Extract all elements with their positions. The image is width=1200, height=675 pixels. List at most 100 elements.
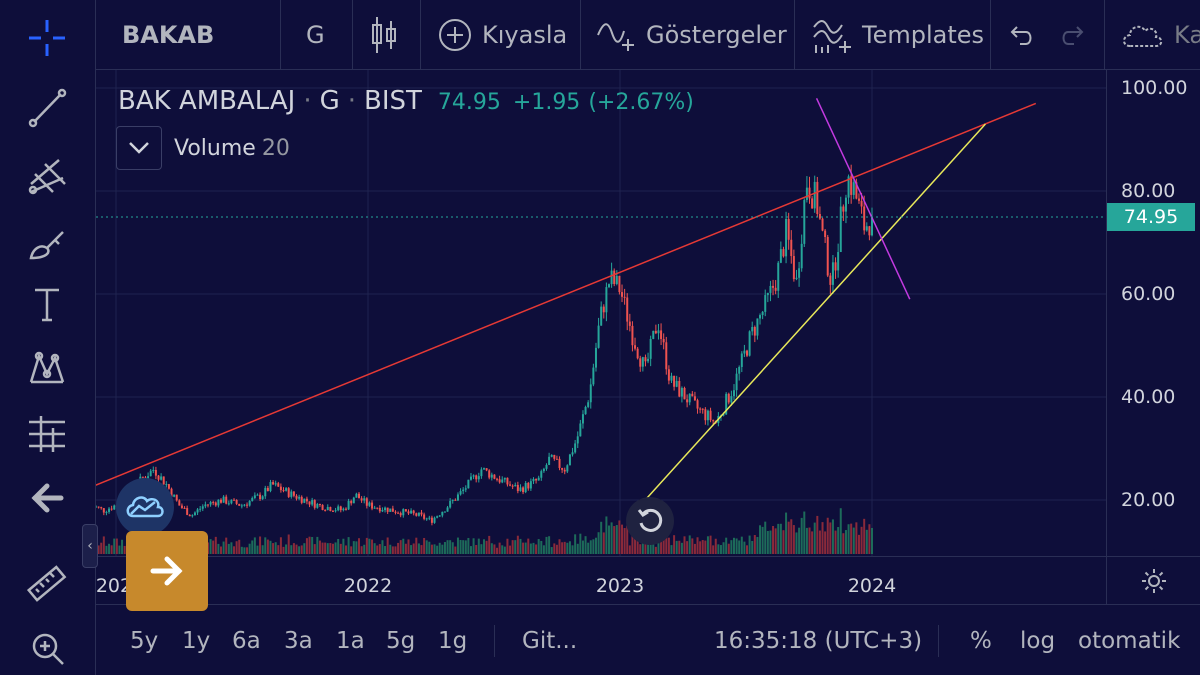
candle-body — [384, 507, 387, 511]
candle-body — [477, 476, 480, 480]
price-chart[interactable] — [96, 70, 1106, 556]
volume-bar — [227, 543, 230, 554]
volume-bar — [615, 525, 618, 554]
volume-bar — [657, 539, 660, 554]
volume-bar — [501, 545, 504, 554]
clock-timezone[interactable]: 16:35:18 (UTC+3) — [714, 627, 923, 654]
candle-body — [462, 489, 465, 492]
range-5g[interactable]: 5g — [386, 627, 416, 654]
volume-bar — [857, 534, 860, 554]
volume-bar — [121, 539, 124, 554]
candle-body — [615, 275, 618, 284]
time-axis[interactable]: 2021 2022 2023 2024 — [96, 556, 1106, 604]
candle-body — [519, 487, 522, 492]
volume-bar — [693, 543, 696, 554]
candle-body — [688, 393, 691, 403]
pitchfork-tool[interactable] — [18, 150, 76, 202]
candle-body — [331, 510, 334, 512]
cloud-save-button[interactable]: Ka — [1120, 0, 1200, 70]
volume-bar — [308, 536, 311, 554]
range-1y[interactable]: 1y — [182, 627, 211, 654]
volume-bar — [740, 536, 743, 554]
cloud-sync-badge[interactable] — [116, 478, 174, 536]
volume-bar — [761, 526, 764, 554]
volume-bar — [850, 523, 853, 554]
back-tool[interactable] — [18, 472, 76, 524]
candle-body — [389, 508, 392, 512]
volume-bar — [433, 544, 436, 554]
volume-bar — [339, 543, 342, 554]
chart-settings-button[interactable] — [1106, 556, 1200, 604]
price-axis[interactable]: 100.00 80.00 60.00 40.00 20.00 74.95 — [1106, 70, 1200, 556]
candle-body — [378, 507, 381, 512]
goto-date-button[interactable]: Git... — [522, 627, 578, 654]
candle-body — [647, 358, 650, 362]
volume-bar — [818, 530, 821, 554]
candle-body — [233, 499, 236, 501]
volume-bar — [787, 521, 790, 554]
indicators-button[interactable]: Göstergeler — [596, 0, 787, 70]
chart-type-button[interactable] — [368, 0, 410, 70]
range-1g[interactable]: 1g — [438, 627, 468, 654]
symbol-search-button[interactable]: BAKAB — [122, 0, 214, 70]
range-1a[interactable]: 1a — [336, 627, 365, 654]
ruler-tool[interactable] — [18, 558, 76, 610]
volume-bar — [730, 540, 733, 554]
candle-body — [602, 306, 605, 313]
toolbar-collapse-handle[interactable]: ‹ — [82, 524, 98, 568]
candle-body — [693, 396, 696, 401]
forward-arrow-button[interactable] — [126, 531, 208, 611]
candle-body — [287, 488, 290, 497]
candle-body — [631, 325, 634, 346]
chart-pane[interactable] — [96, 70, 1106, 556]
reset-chart-button[interactable] — [626, 497, 674, 545]
percent-scale-button[interactable]: % — [970, 627, 992, 654]
prediction-tool[interactable] — [18, 408, 76, 460]
candle-body — [360, 498, 363, 501]
crosshair-tool[interactable] — [18, 12, 76, 64]
candle-body — [113, 505, 116, 510]
volume-bar — [493, 544, 496, 554]
legend-interval: G — [319, 86, 340, 116]
candle-body — [553, 454, 556, 459]
range-6a[interactable]: 6a — [232, 627, 261, 654]
legend-collapse-button[interactable] — [116, 126, 162, 170]
range-5y[interactable]: 5y — [130, 627, 159, 654]
pattern-tool[interactable] — [18, 342, 76, 394]
volume-bar — [290, 545, 293, 554]
bottom-bar: 5y 1y 6a 3a 1a 5g 1g Git... 16:35:18 (UT… — [96, 604, 1200, 675]
templates-button[interactable]: Templates — [812, 0, 984, 70]
volume-bar — [384, 546, 387, 554]
range-3a[interactable]: 3a — [284, 627, 313, 654]
volume-bar — [712, 545, 715, 554]
candle-body — [199, 508, 202, 510]
compare-label: Kıyasla — [482, 21, 568, 49]
compare-button[interactable]: Kıyasla — [438, 0, 567, 70]
candle-body — [230, 499, 233, 504]
log-scale-button[interactable]: log — [1020, 627, 1056, 654]
volume-indicator-label[interactable]: Volume — [174, 135, 256, 161]
crosshair-icon — [29, 20, 65, 56]
volume-bar — [477, 538, 480, 554]
undo-button[interactable] — [1008, 0, 1046, 70]
interval-button[interactable]: G — [306, 0, 325, 70]
trend-line-tool[interactable] — [18, 82, 76, 134]
auto-scale-button[interactable]: otomatik — [1078, 627, 1181, 654]
brush-tool[interactable] — [18, 218, 76, 270]
volume-bar — [235, 541, 238, 554]
candles-icon — [372, 17, 396, 53]
candle-body — [831, 262, 834, 285]
zoom-tool[interactable] — [18, 622, 76, 674]
volume-bar — [550, 547, 553, 554]
redo-button[interactable] — [1058, 0, 1096, 70]
volume-bar — [102, 536, 105, 554]
undo-icon — [1010, 26, 1032, 45]
text-tool[interactable] — [18, 278, 76, 330]
candle-body — [243, 504, 246, 506]
volume-bar — [233, 546, 236, 554]
volume-bar — [475, 544, 478, 554]
volume-bar — [777, 523, 780, 554]
candle-body — [568, 454, 571, 466]
templates-icon — [813, 20, 851, 53]
candle-body — [511, 485, 514, 487]
